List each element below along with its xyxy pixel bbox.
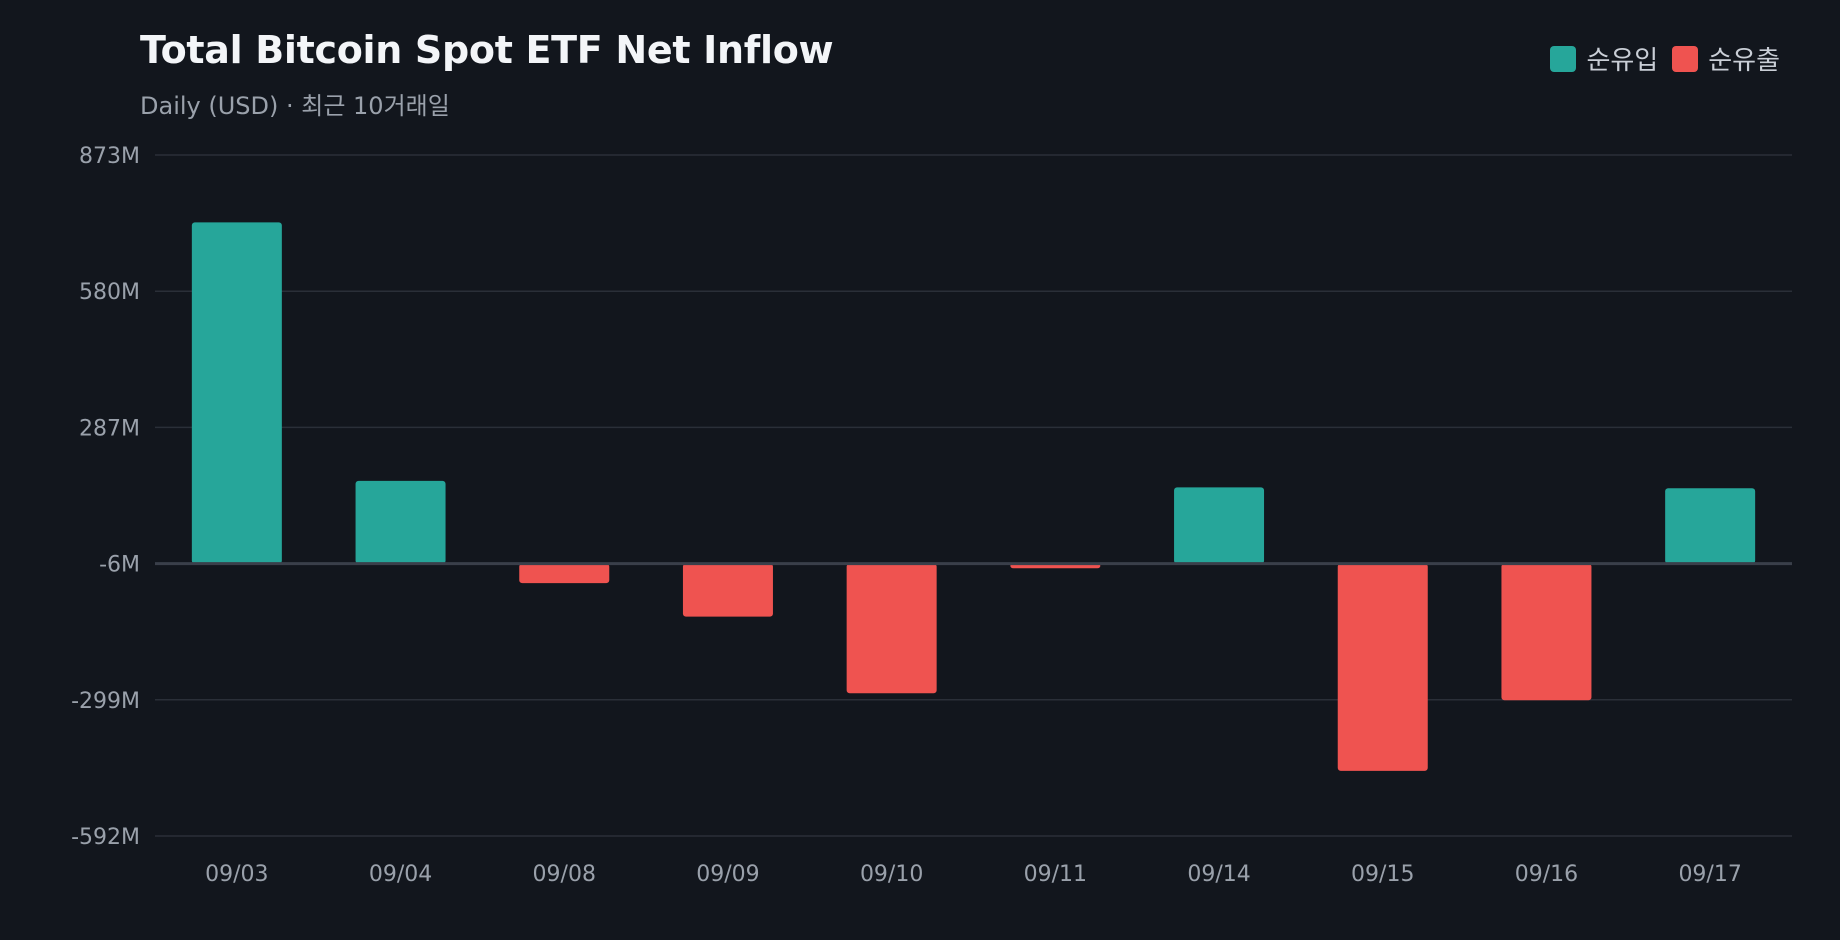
x-tick-label: 09/10 [860,862,923,887]
x-tick-label: 09/17 [1678,862,1741,887]
bar [682,563,773,617]
legend-label-outflow: 순유출 [1708,46,1780,76]
bar [1337,563,1428,771]
y-tick-label: -592M [71,825,140,850]
legend-item-inflow[interactable]: 순유입 [1550,40,1658,77]
y-tick-label: 287M [79,416,140,441]
chart-subtitle: Daily (USD) · 최근 10거래일 [140,92,450,120]
bar [1665,488,1756,564]
bar [1174,487,1265,564]
y-tick-label: 580M [79,280,140,305]
bar [846,563,937,694]
x-tick-label: 09/15 [1351,862,1414,887]
legend-swatch-outflow [1672,45,1699,72]
bar [519,563,610,584]
x-tick-label: 09/14 [1187,862,1250,887]
x-tick-label: 09/16 [1515,862,1578,887]
y-tick-label: 873M [79,144,140,169]
bar [1501,563,1592,701]
x-tick-label: 09/09 [696,862,759,887]
legend-label-inflow: 순유입 [1586,46,1659,76]
legend-item-outflow[interactable]: 순유출 [1672,40,1780,77]
y-tick-label: -299M [71,689,140,714]
y-tick-label: -6M [99,553,140,578]
chart-title: Total Bitcoin Spot ETF Net Inflow [140,28,834,72]
x-tick-label: 09/08 [533,862,596,887]
legend: 순유입 순유출 [1550,40,1780,77]
bar [191,222,282,564]
x-tick-label: 09/04 [369,862,432,887]
x-tick-label: 09/03 [205,862,268,887]
bar [355,480,446,564]
x-tick-label: 09/11 [1024,862,1087,887]
legend-swatch-inflow [1550,45,1577,72]
